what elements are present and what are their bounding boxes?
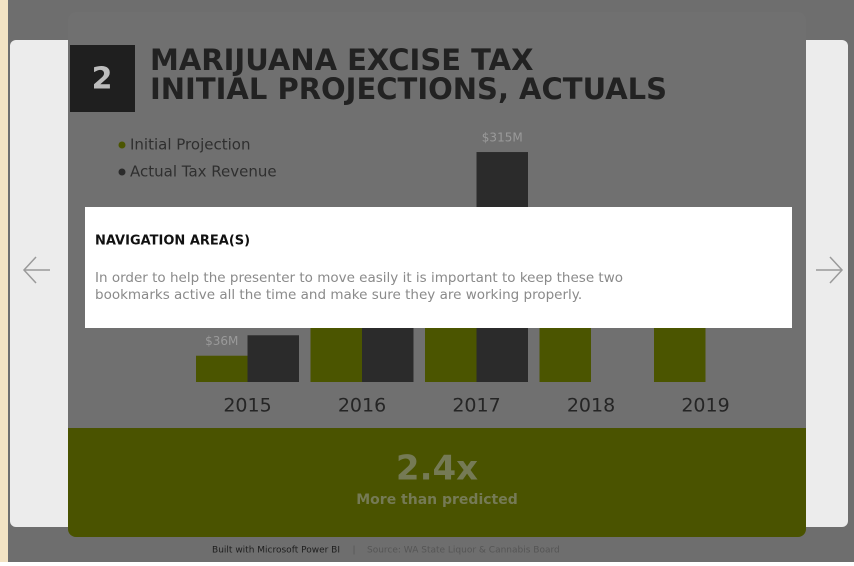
slide-number-box	[70, 45, 135, 112]
bar	[196, 355, 248, 382]
kpi-caption: More than predicted	[356, 492, 518, 508]
x-tick-label: 2019	[681, 395, 729, 417]
footer-separator: |	[352, 546, 355, 556]
edge-strip	[0, 0, 8, 562]
legend-swatch	[118, 141, 126, 149]
legend-label: Actual Tax Revenue	[130, 163, 277, 181]
title-line: MARIJUANA EXCISE TAX	[150, 43, 533, 77]
legend-label: Initial Projection	[130, 136, 250, 154]
footer-source: Source: WA State Liquor & Cannabis Board	[367, 546, 560, 556]
kpi-value: 2.4x	[396, 449, 478, 489]
overlay-body: bookmarks active all the time and make s…	[95, 287, 582, 303]
overlay-card	[85, 207, 792, 328]
x-tick-label: 2018	[567, 395, 615, 417]
kpi-band	[68, 428, 806, 537]
overlay-body: In order to help the presenter to move e…	[95, 270, 623, 286]
overlay-heading: NAVIGATION AREA(S)	[95, 234, 250, 249]
x-tick-label: 2016	[338, 395, 386, 417]
data-label: $315M	[482, 131, 523, 145]
slide-number: 2	[92, 62, 113, 97]
legend-swatch	[118, 168, 126, 176]
prev-nav-panel[interactable]	[10, 40, 74, 527]
x-tick-label: 2017	[452, 395, 500, 417]
title-line: INITIAL PROJECTIONS, ACTUALS	[150, 72, 667, 106]
footer-built-with: Built with Microsoft Power BI	[212, 546, 340, 556]
x-tick-label: 2015	[223, 395, 271, 417]
bar	[247, 335, 299, 382]
data-label: $36M	[205, 334, 238, 348]
next-nav-panel[interactable]	[796, 40, 848, 527]
